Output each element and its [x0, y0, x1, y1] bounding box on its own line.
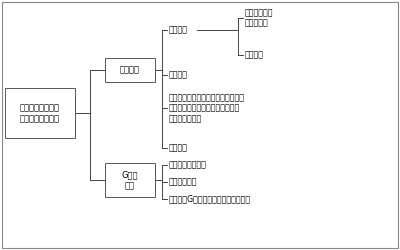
Text: ケーブル接地
工事不適切: ケーブル接地 工事不適切	[245, 8, 274, 28]
FancyBboxPatch shape	[5, 88, 75, 138]
Text: 慣性特性不良: 慣性特性不良	[169, 178, 198, 186]
Text: 雷サージ: 雷サージ	[169, 144, 188, 152]
Text: その他（G内部回路の絶縁不良など）: その他（G内部回路の絶縁不良など）	[169, 194, 251, 203]
Text: 最小動作電流減少: 最小動作電流減少	[169, 160, 207, 170]
Text: 電波障害: 電波障害	[169, 70, 188, 80]
Text: 自家用施設構外地絡による構内対地
静電容量に基づく零相電流の検出
（もらい動作）: 自家用施設構外地絡による構内対地 静電容量に基づく零相電流の検出 （もらい動作）	[169, 93, 245, 123]
Text: 高圧地絡継電装置
不必要動作の要因: 高圧地絡継電装置 不必要動作の要因	[20, 103, 60, 123]
Text: 施設不良: 施設不良	[169, 26, 188, 35]
Text: 回路条件: 回路条件	[120, 66, 140, 74]
Text: G特性
劣化: G特性 劣化	[122, 170, 138, 190]
Text: 誘導障害: 誘導障害	[245, 50, 264, 59]
FancyBboxPatch shape	[105, 163, 155, 197]
FancyBboxPatch shape	[105, 58, 155, 82]
